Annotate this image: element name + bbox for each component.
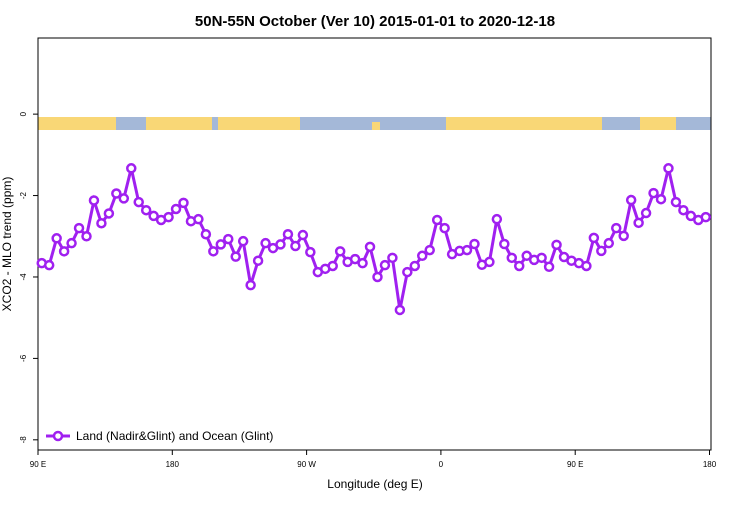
point — [551, 239, 562, 251]
x-tick-label: 90 W — [297, 460, 316, 469]
point — [685, 210, 697, 222]
point — [663, 163, 674, 174]
x-axis-label: Longitude (deg E) — [327, 477, 422, 491]
point — [223, 233, 234, 245]
point — [655, 193, 667, 205]
point — [379, 259, 391, 271]
y-tick-label: -8 — [19, 436, 28, 444]
point — [275, 239, 286, 250]
point — [96, 217, 107, 229]
point — [633, 217, 644, 229]
x-tick-label: 90 E — [30, 460, 46, 469]
y-axis-label: XCO2 - MLO trend (ppm) — [0, 177, 14, 312]
point — [364, 241, 376, 253]
point — [140, 204, 152, 216]
point — [193, 213, 204, 225]
point — [349, 253, 361, 265]
point — [208, 246, 219, 257]
point — [170, 203, 182, 215]
point — [73, 222, 85, 234]
point — [543, 261, 555, 273]
y-tick-label: -6 — [19, 354, 28, 362]
point — [387, 252, 398, 264]
point — [111, 188, 122, 199]
point — [618, 230, 629, 242]
point — [439, 222, 450, 234]
point — [297, 229, 309, 241]
point — [163, 211, 174, 223]
y-tick-label: -4 — [19, 273, 28, 281]
point — [394, 304, 406, 316]
point — [625, 194, 637, 206]
plot-frame — [37, 37, 712, 451]
x-tick-label: 90 E — [567, 460, 583, 469]
point — [536, 252, 547, 264]
point — [417, 250, 428, 262]
point — [506, 252, 518, 264]
point — [126, 163, 137, 174]
point — [402, 266, 413, 278]
point — [58, 246, 70, 257]
point — [51, 233, 62, 244]
point — [260, 237, 271, 249]
point — [357, 257, 368, 269]
point — [372, 271, 383, 283]
point — [431, 214, 443, 226]
point — [424, 244, 435, 256]
point — [103, 208, 115, 219]
point — [245, 279, 256, 291]
x-tick-label: 180 — [703, 460, 717, 469]
point — [334, 246, 346, 257]
point — [88, 195, 100, 206]
land-ocean-strip — [38, 117, 711, 130]
point — [648, 187, 659, 199]
point — [610, 222, 622, 234]
point — [461, 244, 473, 256]
point — [43, 259, 55, 271]
point — [148, 210, 159, 222]
point — [66, 237, 77, 249]
point — [484, 256, 495, 268]
y-tick-label: 0 — [19, 111, 28, 116]
point — [700, 211, 712, 223]
point — [409, 260, 421, 272]
point — [640, 207, 652, 219]
point — [521, 250, 532, 262]
point — [230, 251, 241, 262]
chart-title: 50N-55N October (Ver 10) 2015-01-01 to 2… — [195, 13, 555, 30]
legend-label: Land (Nadir&Glint) and Ocean (Glint) — [76, 429, 273, 443]
point — [237, 235, 249, 247]
point — [118, 193, 130, 204]
point — [469, 238, 480, 250]
point — [252, 255, 264, 266]
point — [603, 237, 615, 249]
point — [513, 260, 525, 272]
x-tick-label: 180 — [166, 460, 180, 469]
point — [581, 260, 592, 272]
point — [588, 232, 600, 244]
point — [327, 260, 338, 272]
point — [596, 245, 607, 257]
point — [178, 197, 189, 209]
point — [290, 240, 301, 252]
point — [670, 196, 682, 208]
legend-marker — [52, 430, 64, 442]
point — [133, 196, 144, 208]
y-tick-label: -2 — [19, 191, 28, 199]
point — [491, 213, 503, 225]
point — [215, 239, 227, 250]
point — [282, 228, 294, 240]
point — [499, 238, 510, 250]
x-tick-label: 0 — [439, 460, 444, 469]
point — [200, 228, 212, 240]
point — [678, 204, 689, 216]
point — [81, 231, 92, 242]
point — [305, 246, 316, 258]
